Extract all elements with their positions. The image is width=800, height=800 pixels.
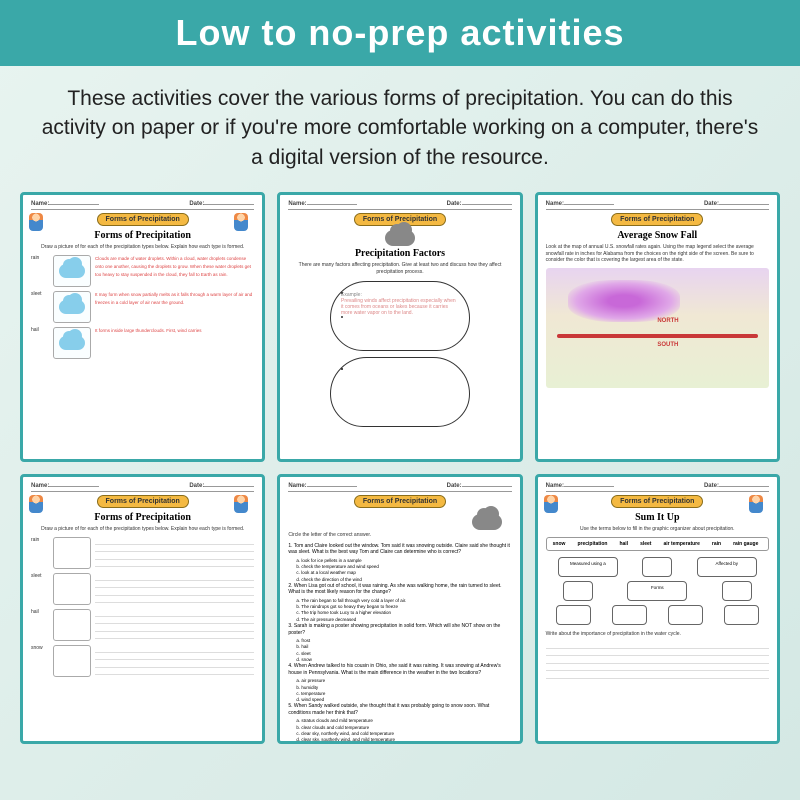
cloud-bubble: Example: Prevailing winds affect precipi… <box>330 281 470 351</box>
row-label: rain <box>31 537 49 569</box>
term-item: rain gauge <box>733 541 758 547</box>
org-box <box>556 605 591 625</box>
sheet-title: Forms of Precipitation <box>31 230 254 241</box>
sheet-instructions: Use the terms below to fill in the graph… <box>546 526 769 533</box>
worksheet-snowfall-map: Name: Date: Forms of Precipitation Averag… <box>535 192 780 462</box>
kid-icon <box>749 495 771 517</box>
kid-icon <box>234 213 256 235</box>
draw-box <box>53 609 91 641</box>
row-label: rain <box>31 255 49 287</box>
term-bank: snow precipitation hail sleet air temperatur… <box>546 537 769 551</box>
us-map: NORTH SOUTH <box>546 268 769 388</box>
row-label: sleet <box>31 291 49 323</box>
kid-icon <box>234 495 256 517</box>
sheet-title: Precipitation Factors <box>288 248 511 259</box>
name-label: Name: <box>546 201 564 207</box>
org-box-mid: Forms <box>627 581 687 601</box>
quiz-option: d. clear sky, southerly wind, and mild t… <box>296 737 511 743</box>
row-label: snow <box>31 645 49 677</box>
term-item: snow <box>553 541 566 547</box>
row-label: hail <box>31 609 49 641</box>
blank-lines <box>95 645 254 677</box>
worksheet-forms-filled: Name: Date: Forms of Precipitation Forms … <box>20 192 265 462</box>
sheet-instructions: Look at the map of annual U.S. snowfall … <box>546 244 769 264</box>
worksheet-factors: Name:Date: Forms of Precipitation Precip… <box>277 192 522 462</box>
org-box <box>724 605 759 625</box>
sheet-instructions: There are many factors affecting precipi… <box>288 262 511 275</box>
answer-text: Clouds are made of water droplets. Withi… <box>95 255 254 287</box>
description-text: These activities cover the various forms… <box>0 66 800 186</box>
date-label: Date: <box>447 483 462 489</box>
category-badge: Forms of Precipitation <box>97 213 189 226</box>
sheet-instructions: Circle the letter of the correct answer. <box>288 532 511 539</box>
example-text: Prevailing winds affect precipitation es… <box>341 298 459 316</box>
kid-icon <box>29 213 51 235</box>
kid-icon <box>544 495 566 517</box>
cloud-icon <box>53 255 91 287</box>
sheet-title: Sum It Up <box>546 512 769 523</box>
quiz-questions: 1. Tom and Claire looked out the window.… <box>288 543 511 744</box>
blank-lines <box>95 537 254 569</box>
footer-prompt: Write about the importance of precipitat… <box>546 631 769 638</box>
sheet-title: Average Snow Fall <box>546 230 769 241</box>
kid-icon <box>29 495 51 517</box>
worksheet-forms-blank: Name: Date: Forms of Precipitation Forms … <box>20 474 265 744</box>
org-box <box>668 605 703 625</box>
draw-box <box>53 645 91 677</box>
map-north-label: NORTH <box>657 318 678 324</box>
draw-box <box>53 573 91 605</box>
blank-lines <box>546 641 769 681</box>
org-box-center <box>642 557 672 577</box>
term-item: precipitation <box>577 541 607 547</box>
cloud-icon <box>53 291 91 323</box>
quiz-question: 1. Tom and Claire looked out the window.… <box>288 543 511 556</box>
answer-text: It may form when snow partially melts as… <box>95 291 254 323</box>
category-badge: Forms of Precipitation <box>354 495 446 508</box>
org-box-left: Measured using a <box>558 557 618 577</box>
quiz-question: 5. When Sandy walked outside, she though… <box>288 703 511 716</box>
term-item: rain <box>712 541 721 547</box>
name-label: Name: <box>546 483 564 489</box>
quiz-question: 3. Sarah is making a poster showing prec… <box>288 623 511 636</box>
worksheets-grid: Name: Date: Forms of Precipitation Forms … <box>0 186 800 764</box>
draw-box <box>53 537 91 569</box>
name-label: Name: <box>288 201 306 207</box>
answer-text: It forms inside large thunderclouds. Fir… <box>95 327 254 359</box>
header-title: Low to no-prep activities <box>0 0 800 66</box>
sheet-instructions: Draw a picture of for each of the precip… <box>31 244 254 251</box>
cloud-icon <box>385 230 415 246</box>
term-item: air temperature <box>663 541 699 547</box>
blank-lines <box>95 609 254 641</box>
quiz-question: 4. When Andrew talked to his cousin in O… <box>288 663 511 676</box>
org-box <box>722 581 752 601</box>
worksheet-sumitup: Name: Date: Forms of Precipitation Sum It… <box>535 474 780 744</box>
org-box <box>612 605 647 625</box>
category-badge: Forms of Precipitation <box>97 495 189 508</box>
org-box-right: Affected by <box>697 557 757 577</box>
cloud-icon <box>53 327 91 359</box>
name-label: Name: <box>31 201 49 207</box>
date-label: Date: <box>704 201 719 207</box>
sheet-title: Forms of Precipitation <box>31 512 254 523</box>
name-label: Name: <box>288 483 306 489</box>
date-label: Date: <box>189 201 204 207</box>
worksheet-quiz: Name: Date: Forms of Precipitation Circle… <box>277 474 522 744</box>
cloud-icon <box>472 514 502 530</box>
map-south-label: SOUTH <box>657 342 678 348</box>
row-label: hail <box>31 327 49 359</box>
category-badge: Forms of Precipitation <box>611 495 703 508</box>
org-box <box>563 581 593 601</box>
cloud-bubble-empty <box>330 357 470 427</box>
name-label: Name: <box>31 483 49 489</box>
date-label: Date: <box>704 483 719 489</box>
term-item: hail <box>619 541 628 547</box>
sheet-instructions: Draw a picture of for each of the precip… <box>31 526 254 533</box>
quiz-question: 2. When Lisa got out of school, it was r… <box>288 583 511 596</box>
row-label: sleet <box>31 573 49 605</box>
date-label: Date: <box>447 201 462 207</box>
date-label: Date: <box>189 483 204 489</box>
category-badge: Forms of Precipitation <box>611 213 703 226</box>
term-item: sleet <box>640 541 651 547</box>
blank-lines <box>95 573 254 605</box>
